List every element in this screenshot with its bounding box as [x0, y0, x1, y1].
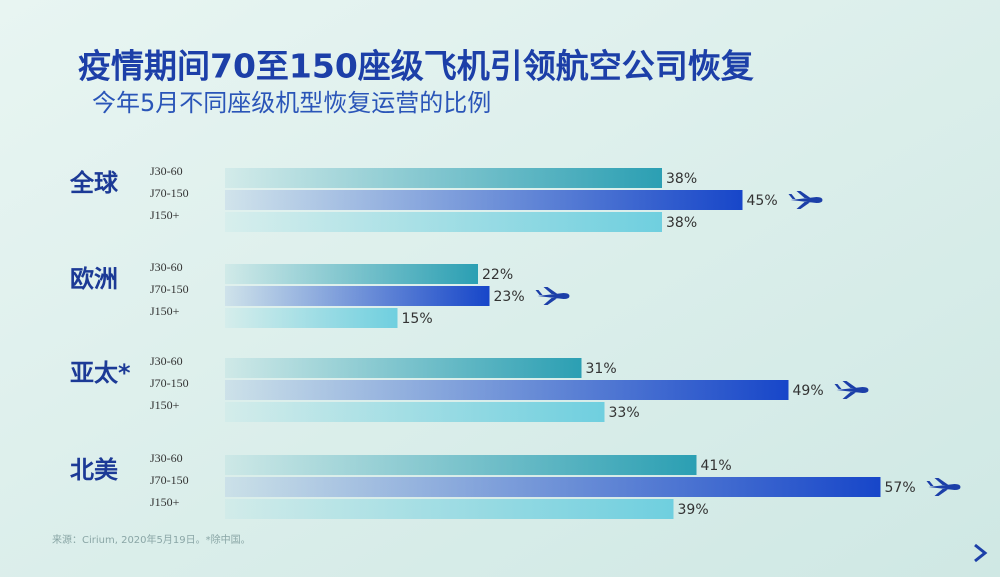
chart-title: 疫情期间70至150座级飞机引领航空公司恢复	[78, 47, 754, 86]
series-label: J150+	[150, 398, 180, 412]
value-label: 39%	[678, 502, 709, 518]
bar	[225, 286, 490, 306]
category-label: 北美	[70, 456, 118, 484]
bar	[225, 190, 743, 210]
value-label: 33%	[609, 405, 640, 421]
value-label: 38%	[666, 171, 697, 187]
value-label: 41%	[701, 458, 732, 474]
series-label: J70-150	[150, 282, 189, 296]
bar	[225, 168, 662, 188]
bar	[225, 455, 697, 475]
value-label: 57%	[885, 480, 916, 496]
value-label: 45%	[747, 193, 778, 209]
bar	[225, 308, 398, 328]
plane-icon	[788, 191, 823, 209]
category-label: 全球	[69, 169, 119, 197]
series-label: J30-60	[150, 354, 183, 368]
bar	[225, 477, 881, 497]
value-label: 38%	[666, 215, 697, 231]
value-label: 23%	[494, 289, 525, 305]
bar	[225, 358, 582, 378]
value-label: 15%	[402, 311, 433, 327]
series-label: J150+	[150, 495, 180, 509]
series-label: J150+	[150, 208, 180, 222]
category-label: 亚太*	[70, 359, 131, 387]
source-note: 来源：Cirium, 2020年5月19日。*除中国。	[52, 533, 251, 546]
bar	[225, 380, 789, 400]
next-arrow	[974, 543, 988, 563]
value-label: 31%	[586, 361, 617, 377]
category-label: 欧洲	[70, 265, 118, 293]
value-label: 49%	[793, 383, 824, 399]
series-label: J30-60	[150, 260, 183, 274]
series-label: J70-150	[150, 473, 189, 487]
series-label: J70-150	[150, 186, 189, 200]
chart-subtitle: 今年5月不同座级机型恢复运营的比例	[92, 89, 491, 117]
plane-icon	[535, 287, 570, 305]
series-label: J150+	[150, 304, 180, 318]
plane-icon	[926, 478, 961, 496]
bar	[225, 402, 605, 422]
series-label: J30-60	[150, 451, 183, 465]
bar	[225, 212, 662, 232]
plane-icon	[834, 381, 869, 399]
series-label: J30-60	[150, 164, 183, 178]
series-label: J70-150	[150, 376, 189, 390]
value-label: 22%	[482, 267, 513, 283]
bar	[225, 499, 674, 519]
bar	[225, 264, 478, 284]
